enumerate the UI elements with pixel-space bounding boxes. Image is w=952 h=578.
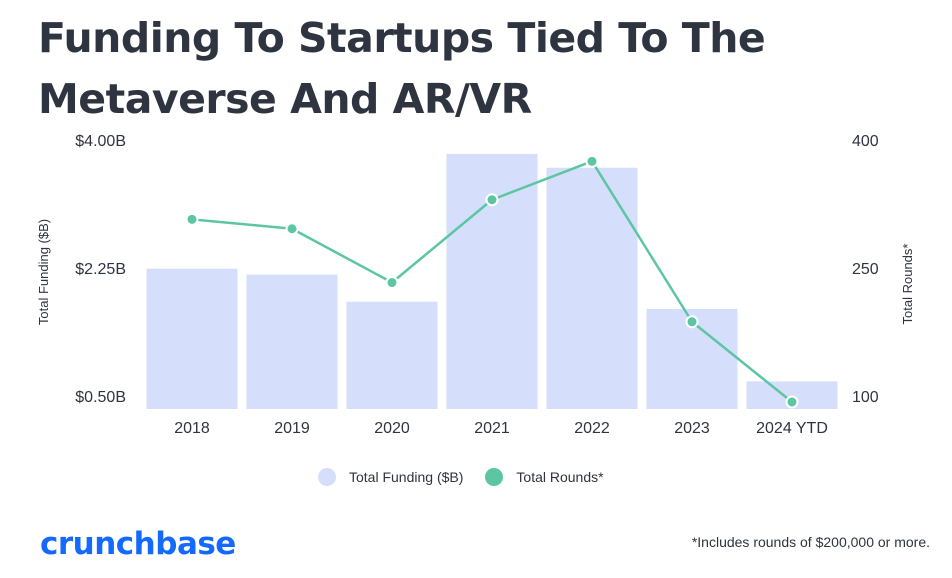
x-tick-label: 2018	[174, 420, 210, 437]
crunchbase-logo: crunchbase	[40, 526, 236, 562]
rounds-point-2023	[685, 315, 699, 329]
rounds-point-2024-ytd	[785, 395, 799, 409]
y-right-tick-label: 250	[852, 261, 879, 278]
legend-item-funding: Total Funding ($B)	[318, 468, 463, 486]
chart-title-line-1: Funding To Startups Tied To The	[38, 14, 766, 62]
rounds-point-2020	[385, 276, 399, 290]
rounds-point-2019	[285, 222, 299, 236]
legend-label-funding: Total Funding ($B)	[349, 469, 464, 485]
x-tick-label: 2024 YTD	[756, 420, 828, 437]
y-left-tick-label: $4.00B	[75, 133, 126, 150]
y-left-axis-title: Total Funding ($B)	[36, 219, 51, 325]
chart-title: Funding To Startups Tied To The Metavers…	[38, 8, 918, 130]
footnote: *Includes rounds of $200,000 or more.	[691, 534, 930, 550]
legend-item-rounds: Total Rounds*	[485, 468, 604, 486]
legend-label-rounds: Total Rounds*	[516, 469, 604, 485]
bar-2021	[446, 153, 538, 409]
legend-swatch-funding	[318, 468, 336, 486]
y-left-tick-label: $0.50B	[75, 389, 126, 406]
bar-2020	[346, 301, 438, 409]
x-tick-label: 2020	[374, 420, 410, 437]
bar-2018	[146, 268, 238, 409]
x-tick-label: 2021	[474, 420, 510, 437]
bar-2019	[246, 274, 338, 409]
rounds-point-2018	[185, 212, 199, 226]
rounds-point-2022	[585, 154, 599, 168]
y-right-axis-title: Total Rounds*	[900, 244, 915, 325]
axes-layer: 2018 2019 2020 2021 2022 2023 2024 YTD $0.50B $2…	[36, 133, 915, 437]
y-right-tick-label: 400	[852, 133, 879, 150]
line-layer	[185, 154, 799, 409]
legend-swatch-rounds	[485, 468, 504, 486]
x-tick-label: 2023	[674, 420, 710, 437]
chart-legend: Total Funding ($B) Total Rounds*	[318, 468, 626, 486]
bars-layer	[146, 153, 838, 409]
y-left-tick-label: $2.25B	[75, 261, 126, 278]
x-tick-label: 2022	[574, 420, 610, 437]
chart-title-line-2: Metaverse And AR/VR	[38, 75, 532, 123]
y-right-tick-label: 100	[852, 389, 879, 406]
x-tick-label: 2019	[274, 420, 310, 437]
rounds-point-2021	[485, 193, 499, 207]
bar-2022	[546, 167, 638, 409]
